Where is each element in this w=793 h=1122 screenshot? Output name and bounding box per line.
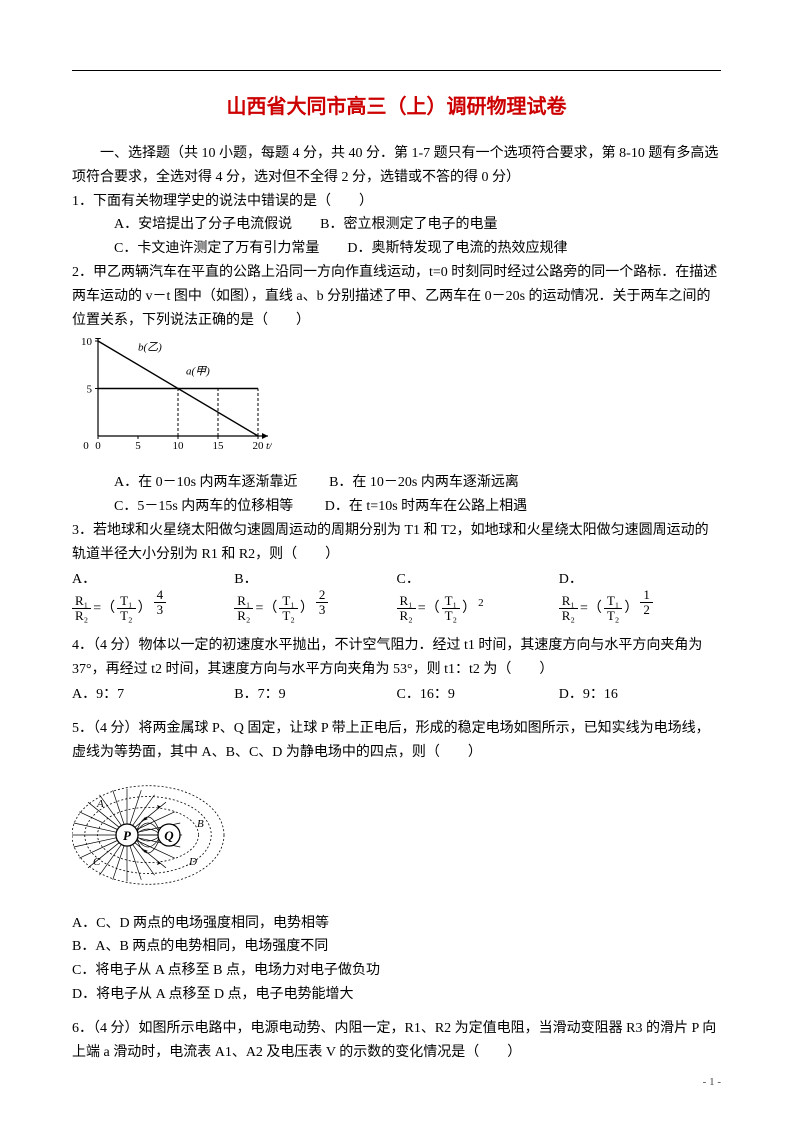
q3-optA: A． R₁R₂ =（T₁T₂） 43 (72, 568, 234, 623)
q3-optD-formula: R₁R₂ =（T₁T₂） 12 (559, 594, 653, 624)
q3-optB: B． R₁R₂ =（T₁T₂） 23 (234, 568, 396, 623)
svg-text:b(乙): b(乙) (138, 342, 162, 354)
svg-text:Q: Q (164, 828, 174, 843)
q5-optD: D．将电子从 A 点移至 D 点，电子电势能增大 (72, 983, 721, 1007)
field-figure-svg: P Q A B C D (72, 775, 232, 895)
q4-optB: B．7：9 (234, 683, 396, 707)
q2-optC: C．5－15s 内两车的位移相等 (114, 499, 293, 514)
q3-optD: D． R₁R₂ =（T₁T₂） 12 (559, 568, 721, 623)
svg-text:C: C (93, 856, 101, 868)
svg-text:a(甲): a(甲) (186, 366, 210, 378)
svg-text:10: 10 (173, 440, 185, 452)
svg-text:10: 10 (81, 338, 93, 348)
q3-optA-label: A． (72, 568, 96, 592)
svg-text:A: A (96, 798, 104, 810)
q4-optA: A．9：7 (72, 683, 234, 707)
q4-options: A．9：7 B．7：9 C．16：9 D．9：16 (72, 683, 721, 707)
q1-opts-line2: C．卡文迪许测定了万有引力常量 D．奥斯特发现了电流的热效应规律 (72, 237, 721, 261)
q3-optD-label: D． (559, 568, 583, 592)
q1-stem: 1．下面有关物理学史的说法中错误的是（ ） (72, 190, 721, 214)
q2-opts-row1: A．在 0－10s 内两车逐渐靠近 B．在 10－20s 内两车逐渐远离 (72, 471, 721, 495)
q2-opts-row2: C．5－15s 内两车的位移相等 D．在 t=10s 时两车在公路上相遇 (72, 495, 721, 519)
svg-text:t/s: t/s (266, 440, 272, 452)
q3-stem: 3．若地球和火星绕太阳做匀速圆周运动的周期分别为 T1 和 T2，如地球和火星绕… (72, 519, 721, 567)
svg-text:15: 15 (213, 440, 225, 452)
q2-optD: D．在 t=10s 时两车在公路上相遇 (325, 499, 527, 514)
q2-stem: 2．甲乙两辆汽车在平直的公路上沿同一方向作直线运动，t=0 时刻同时经过公路旁的… (72, 261, 721, 332)
q6-stem: 6．（4 分）如图所示电路中，电源电动势、内阻一定，R1、R2 为定值电阻，当滑… (72, 1017, 721, 1065)
q1-opts-line1: A．安培提出了分子电流假说 B．密立根测定了电子的电量 (72, 213, 721, 237)
page-title: 山西省大同市高三（上）调研物理试卷 (72, 90, 721, 124)
q3-optB-label: B． (234, 568, 257, 592)
vt-chart-svg: 051015205100v/(m/s)t/sa(甲)b(乙) (72, 338, 272, 458)
svg-text:0: 0 (83, 440, 89, 452)
q3-optC-formula: R₁R₂ =（T₁T₂） 2 (397, 594, 484, 624)
q4-optD: D．9：16 (559, 683, 721, 707)
top-rule (72, 70, 721, 71)
q2-optB: B．在 10－20s 内两车逐渐远离 (329, 475, 519, 490)
q3-options: A． R₁R₂ =（T₁T₂） 43 B． R₁R₂ =（T₁T₂） 23 C．… (72, 568, 721, 623)
svg-text:5: 5 (135, 440, 141, 452)
q5-stem: 5．（4 分）将两金属球 P、Q 固定，让球 P 带上正电后，形成的稳定电场如图… (72, 717, 721, 765)
svg-text:D: D (188, 856, 197, 868)
svg-text:5: 5 (87, 384, 93, 396)
q5-optA: A．C、D 两点的电场强度相同，电势相等 (72, 912, 721, 936)
q5-field-figure: P Q A B C D (72, 775, 721, 904)
q5-optB: B．A、B 两点的电势相同，电场强度不同 (72, 935, 721, 959)
q3-optC-label: C． (397, 568, 420, 592)
q3-optB-formula: R₁R₂ =（T₁T₂） 23 (234, 594, 328, 624)
q3-optC: C． R₁R₂ =（T₁T₂） 2 (397, 568, 559, 623)
q5-optC: C．将电子从 A 点移至 B 点，电场力对电子做负功 (72, 959, 721, 983)
q2-vt-chart: 051015205100v/(m/s)t/sa(甲)b(乙) (72, 338, 721, 467)
content: 一、选择题（共 10 小题，每题 4 分，共 40 分．第 1-7 题只有一个选… (72, 142, 721, 1064)
q4-optC: C．16：9 (397, 683, 559, 707)
svg-text:20: 20 (253, 440, 265, 452)
svg-text:0: 0 (95, 440, 101, 452)
section-intro: 一、选择题（共 10 小题，每题 4 分，共 40 分．第 1-7 题只有一个选… (72, 142, 721, 190)
page-footer: - 1 - (703, 1073, 721, 1092)
q3-optA-formula: R₁R₂ =（T₁T₂） 43 (72, 594, 166, 624)
svg-text:P: P (123, 828, 132, 843)
svg-text:B: B (197, 818, 204, 830)
q2-optA: A．在 0－10s 内两车逐渐靠近 (114, 475, 298, 490)
q4-stem: 4．（4 分）物体以一定的初速度水平抛出，不计空气阻力．经过 t1 时间，其速度… (72, 634, 721, 682)
